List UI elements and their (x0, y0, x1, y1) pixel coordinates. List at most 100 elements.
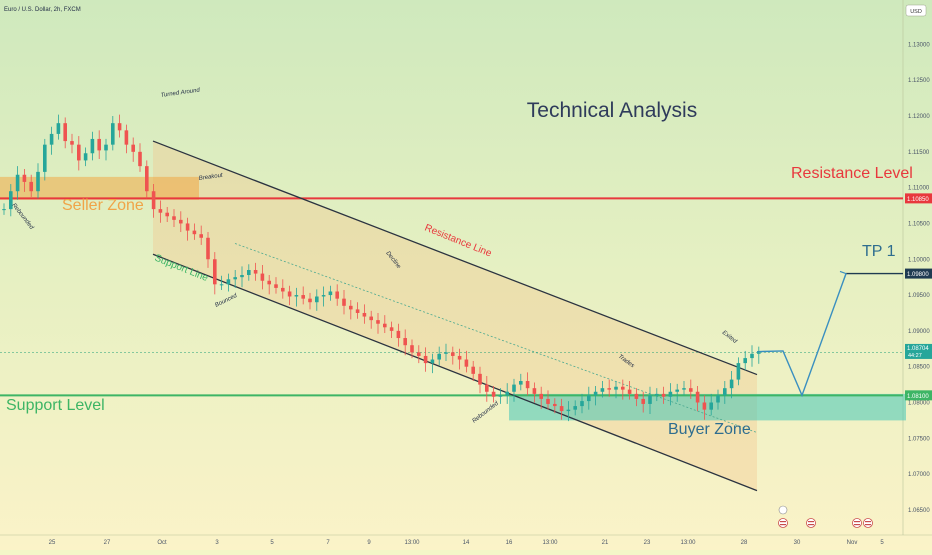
candle-body[interactable] (322, 295, 326, 296)
candle-body[interactable] (165, 213, 169, 217)
candle-body[interactable] (152, 191, 156, 209)
candle-body[interactable] (193, 231, 197, 235)
candle-body[interactable] (172, 216, 176, 220)
candle-body[interactable] (709, 403, 713, 410)
currency-badge[interactable]: USD (910, 9, 922, 15)
candle-body[interactable] (621, 387, 625, 390)
candle-body[interactable] (23, 175, 27, 182)
candle-body[interactable] (315, 297, 319, 303)
candle-body[interactable] (145, 166, 149, 191)
candle-body[interactable] (737, 363, 741, 379)
candle-body[interactable] (254, 270, 258, 274)
candle-body[interactable] (512, 385, 516, 392)
candle-body[interactable] (63, 123, 67, 141)
candle-body[interactable] (91, 139, 95, 153)
candle-body[interactable] (261, 274, 265, 281)
candle-body[interactable] (84, 153, 88, 160)
candle-body[interactable] (356, 309, 360, 313)
candle-body[interactable] (70, 141, 74, 145)
candle-body[interactable] (131, 145, 135, 152)
event-flag-icon[interactable] (779, 519, 788, 528)
candle-body[interactable] (247, 270, 251, 275)
candle-body[interactable] (111, 123, 115, 144)
candle-body[interactable] (465, 360, 469, 367)
candle-body[interactable] (227, 279, 231, 284)
candle-body[interactable] (485, 385, 489, 392)
candle-body[interactable] (16, 175, 20, 191)
candle-body[interactable] (138, 152, 142, 166)
candle-body[interactable] (308, 299, 312, 303)
candle-body[interactable] (614, 387, 618, 390)
candle-body[interactable] (675, 390, 679, 392)
candle-body[interactable] (36, 172, 40, 191)
candle-body[interactable] (410, 345, 414, 352)
candle-body[interactable] (716, 395, 720, 402)
candle-body[interactable] (397, 331, 401, 338)
event-flag-icon[interactable] (853, 519, 862, 528)
candle-body[interactable] (118, 123, 122, 130)
candle-body[interactable] (723, 388, 727, 395)
candle-body[interactable] (499, 395, 503, 396)
candle-body[interactable] (349, 306, 353, 310)
candle-body[interactable] (97, 139, 101, 150)
candle-body[interactable] (648, 395, 652, 404)
candle-body[interactable] (750, 354, 754, 358)
candle-body[interactable] (50, 134, 54, 145)
candle-body[interactable] (560, 406, 564, 411)
candle-body[interactable] (437, 354, 441, 360)
candle-body[interactable] (369, 317, 373, 321)
candle-body[interactable] (417, 352, 421, 356)
candle-body[interactable] (471, 367, 475, 374)
lightning-event-icon[interactable] (779, 506, 787, 514)
candle-body[interactable] (220, 284, 224, 285)
candle-body[interactable] (281, 288, 285, 292)
candle-body[interactable] (573, 406, 577, 410)
candle-body[interactable] (451, 352, 455, 356)
candle-body[interactable] (730, 380, 734, 389)
candle-body[interactable] (519, 381, 523, 385)
candle-body[interactable] (342, 299, 346, 306)
candle-body[interactable] (533, 388, 537, 394)
candle-body[interactable] (301, 295, 305, 299)
candle-body[interactable] (505, 392, 509, 396)
candle-body[interactable] (567, 410, 571, 411)
candle-body[interactable] (57, 123, 61, 134)
candle-body[interactable] (329, 291, 333, 295)
candle-body[interactable] (104, 145, 108, 151)
candle-body[interactable] (594, 392, 598, 396)
candle-body[interactable] (206, 238, 210, 259)
candle-body[interactable] (2, 209, 6, 210)
candle-body[interactable] (199, 234, 203, 238)
candle-body[interactable] (682, 388, 686, 389)
candle-body[interactable] (662, 394, 666, 397)
candle-body[interactable] (274, 284, 278, 288)
candle-body[interactable] (601, 388, 605, 392)
candle-body[interactable] (703, 403, 707, 410)
candle-body[interactable] (363, 313, 367, 317)
candle-body[interactable] (539, 394, 543, 399)
candle-body[interactable] (335, 291, 339, 298)
candle-body[interactable] (240, 275, 244, 277)
candle-body[interactable] (546, 399, 550, 404)
event-flag-icon[interactable] (807, 519, 816, 528)
candle-body[interactable] (492, 392, 496, 397)
candle-body[interactable] (213, 259, 217, 284)
candle-body[interactable] (29, 182, 33, 191)
candle-body[interactable] (444, 352, 448, 353)
candle-body[interactable] (743, 358, 747, 363)
candle-body[interactable] (424, 356, 428, 363)
candle-body[interactable] (458, 356, 462, 360)
candle-body[interactable] (580, 401, 584, 406)
candle-body[interactable] (179, 220, 183, 224)
candle-body[interactable] (689, 388, 693, 392)
candle-body[interactable] (607, 388, 611, 389)
candle-body[interactable] (641, 399, 645, 404)
candle-body[interactable] (186, 223, 190, 230)
candle-body[interactable] (125, 130, 129, 144)
candle-body[interactable] (587, 395, 591, 401)
candle-body[interactable] (553, 404, 557, 406)
candle-body[interactable] (295, 295, 299, 296)
candle-body[interactable] (757, 352, 761, 353)
